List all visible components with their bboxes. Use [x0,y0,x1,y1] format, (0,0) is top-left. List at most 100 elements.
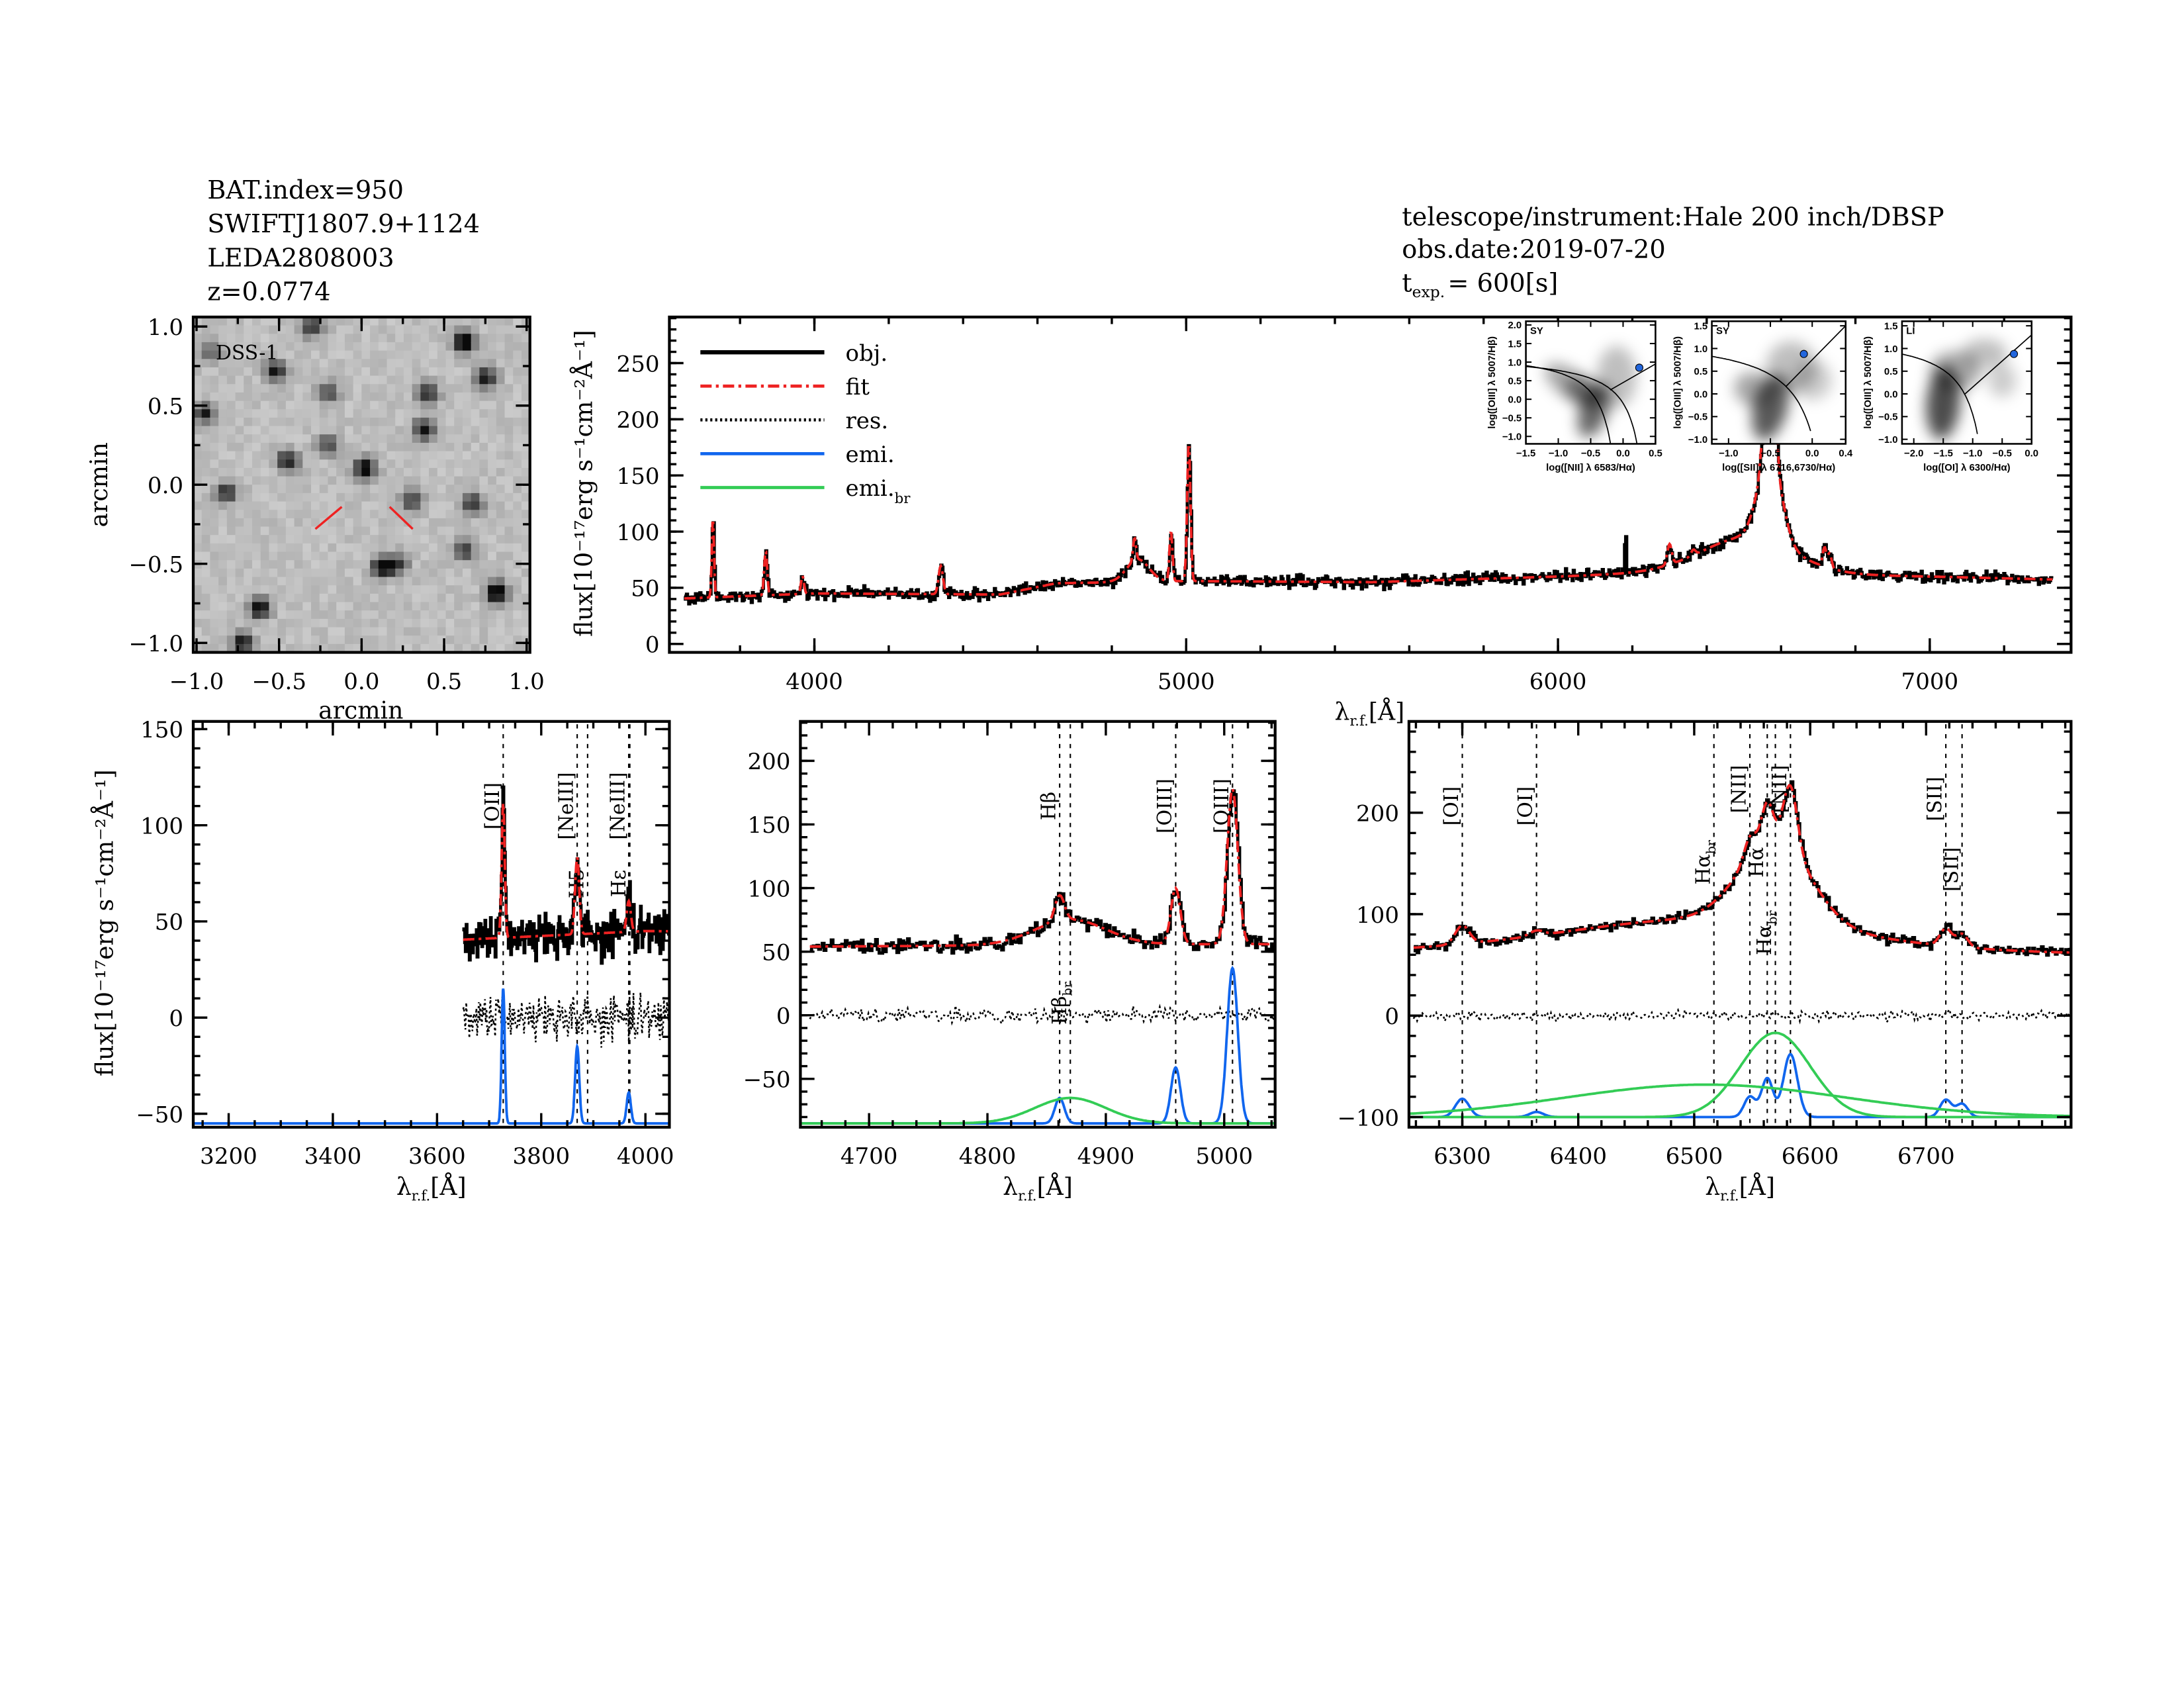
image-pixel [445,392,455,402]
image-pixel [201,451,211,460]
image-pixel [387,568,396,578]
image-pixel [437,610,447,620]
image-pixel [504,618,514,628]
image-pixel [521,417,530,427]
image-pixel [252,593,261,603]
image-pixel [445,367,455,377]
image-pixel [302,409,312,418]
lambda-symbol: λ [1334,698,1349,726]
bpt-nii-frame [1525,320,1657,445]
image-pixel [412,467,422,477]
fit-series [463,803,670,941]
image-pixel [403,627,413,636]
image-pixel [319,426,329,435]
image-pixel [504,325,514,334]
image-pixel [395,510,404,519]
image-pixel [285,492,295,502]
image-pixel [488,501,497,510]
image-pixel [378,359,388,368]
image-pixel [462,585,472,594]
image-pixel [244,384,253,393]
image-pixel [462,485,472,494]
image-pixel [420,618,430,628]
image-pixel [412,518,422,528]
image-pixel [437,426,447,435]
image-pixel [260,593,270,603]
image-pixel [513,426,522,435]
image-pixel [361,618,371,628]
image-pixel [344,543,354,553]
image-pixel [218,643,228,653]
image-pixel [294,577,303,586]
image-pixel [504,409,514,418]
image-pixel [454,635,463,645]
image-pixel [260,417,270,427]
image-pixel [445,551,455,561]
image-pixel [210,392,219,402]
image-pixel [454,535,463,544]
image-pixel [311,526,320,536]
image-pixel [521,467,530,477]
image-pixel [269,467,278,477]
image-pixel [319,535,329,544]
image-pixel [302,375,312,385]
image-pixel [370,434,379,444]
image-pixel [226,485,236,494]
y-tick-label: 0.0 [1694,389,1707,400]
x-tick-label: 6300 [1433,1143,1491,1170]
image-pixel [252,350,261,359]
image-pixel [336,526,345,536]
image-pixel [462,459,472,469]
image-pixel [437,560,447,569]
image-pixel [378,518,388,528]
image-pixel [285,325,295,334]
image-pixel [302,359,312,368]
image-pixel [361,451,371,460]
image-pixel [252,627,261,636]
obj-series [809,789,1275,955]
image-pixel [210,510,219,519]
line-label-subscript: br [1704,839,1719,854]
y-tick-label: 0 [645,632,660,659]
image-pixel [328,526,337,536]
image-pixel [277,359,287,368]
image-pixel [454,577,463,586]
image-pixel [252,543,261,553]
image-pixel [395,568,404,578]
lambda-subscript: r.f. [1720,1188,1739,1205]
image-pixel [311,610,320,620]
image-pixel [504,643,514,653]
image-pixel [277,459,287,469]
image-pixel [395,426,404,435]
image-pixel [395,384,404,393]
image-pixel [311,476,320,485]
image-pixel [344,409,354,418]
image-pixel [488,610,497,620]
image-pixel [403,585,413,594]
y-tick-label: −0.5 [1878,412,1897,423]
image-pixel [244,518,253,528]
image-pixel [319,350,329,359]
image-pixel [488,316,497,326]
image-pixel [420,375,430,385]
image-pixel [462,342,472,352]
image-pixel [513,627,522,636]
image-pixel [395,577,404,586]
image-pixel [218,485,228,494]
image-pixel [454,467,463,477]
image-pixel [488,627,497,636]
image-pixel [353,467,362,477]
image-pixel [370,476,379,485]
image-pixel [285,417,295,427]
image-pixel [403,510,413,519]
image-pixel [504,316,514,326]
image-pixel [488,350,497,359]
image-pixel [294,334,303,343]
image-pixel [361,426,371,435]
image-pixel [429,577,438,586]
image-pixel [226,535,236,544]
image-pixel [235,476,244,485]
image-pixel [395,492,404,502]
image-pixel [454,426,463,435]
image-pixel [387,359,396,368]
